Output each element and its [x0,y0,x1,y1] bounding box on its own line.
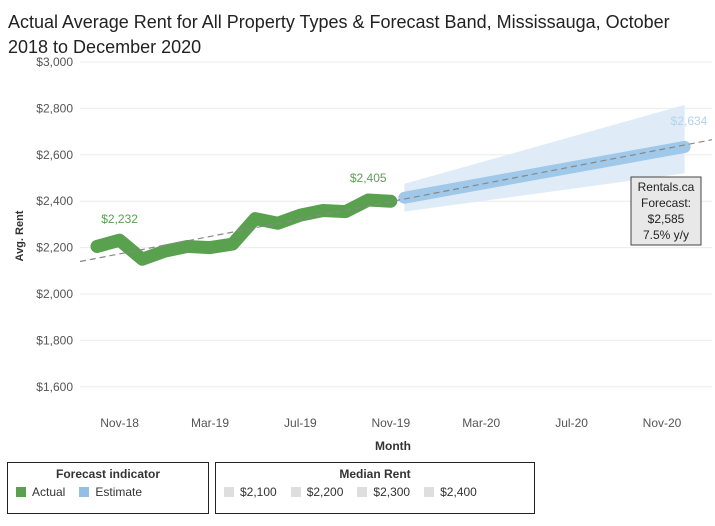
median-legend-swatch [290,487,301,497]
median-legend-item: $2,100 [224,485,277,499]
median-legend-label: $2,100 [240,485,277,499]
forecast-legend-label: Actual [32,485,66,499]
median-legend-label: $2,300 [373,485,411,499]
median-legend-swatch [224,487,234,497]
y-axis-label: Avg. Rent [14,210,26,261]
forecast-indicator-legend: Forecast indicator Actual Estimate [7,462,209,514]
y-tick-label: $2,000 [36,287,73,301]
median-legend-swatch [424,487,435,497]
forecast-annotation-line: Rentals.ca [638,180,695,194]
median-legend-item: $2,300 [357,485,410,499]
forecast-legend-item: Actual [16,485,65,499]
forecast-annotation-line: $2,585 [648,212,685,226]
forecast-annotation-box [630,176,702,246]
chart-title: Actual Average Rent for All Property Typ… [8,12,670,57]
forecast-legend-items: Actual Estimate [8,485,208,499]
y-tick-label: $1,600 [36,380,73,394]
forecast-legend-swatch [16,487,26,497]
median-legend-label: $2,400 [440,485,477,499]
median-legend-swatch [357,487,368,497]
trend-line [79,139,713,263]
x-tick-label: Nov-18 [100,416,139,430]
x-tick-label: Mar-19 [191,416,229,430]
forecast-legend-label: Estimate [95,485,143,499]
y-tick-label: $2,200 [36,241,73,255]
y-tick-label: $2,400 [36,194,73,208]
median-legend-item: $2,400 [424,485,477,499]
forecast-legend-item: Estimate [79,485,142,499]
last-actual-label: $2,405 [350,171,387,185]
y-tick-label: $2,800 [36,101,73,115]
x-axis-label: Month [375,439,411,453]
y-tick-label: $3,000 [36,55,73,69]
median-legend-items: $2,100 $2,200 $2,300 $2,400 [216,485,534,499]
last-estimate-label: $2,634 [671,114,708,128]
first-actual-label: $2,232 [101,212,138,226]
median-legend-label: $2,200 [306,485,344,499]
forecast-legend-title: Forecast indicator [55,467,161,481]
rent-chart: $1,600 $1,800 $2,000 $2,200 $2,400 $2,600 $2,8… [14,55,713,453]
median-legend-item: $2,200 [290,485,344,499]
median-rent-legend: Median Rent $2,100 $2,200 $2,300 $2,400 [215,462,535,514]
y-tick-label: $1,800 [36,333,73,347]
x-tick-label: Mar-20 [462,416,500,430]
x-tick-label: Nov-20 [643,416,682,430]
x-tick-label: Jul-19 [284,416,317,430]
forecast-annotation-line: Forecast: [641,196,691,210]
y-tick-label: $2,600 [36,148,73,162]
median-legend-title: Median Rent [339,467,411,481]
forecast-legend-swatch [79,487,90,497]
forecast-annotation-line: 7.5% y/y [643,228,689,242]
actual-line [90,193,398,266]
x-tick-label: Nov-19 [371,416,410,430]
x-tick-label: Jul-20 [555,416,588,430]
